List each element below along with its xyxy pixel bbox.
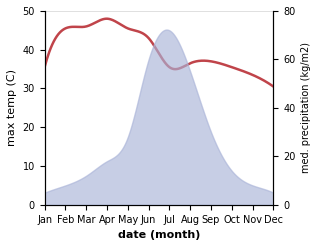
X-axis label: date (month): date (month): [118, 230, 200, 240]
Y-axis label: max temp (C): max temp (C): [7, 69, 17, 146]
Y-axis label: med. precipitation (kg/m2): med. precipitation (kg/m2): [301, 42, 311, 173]
